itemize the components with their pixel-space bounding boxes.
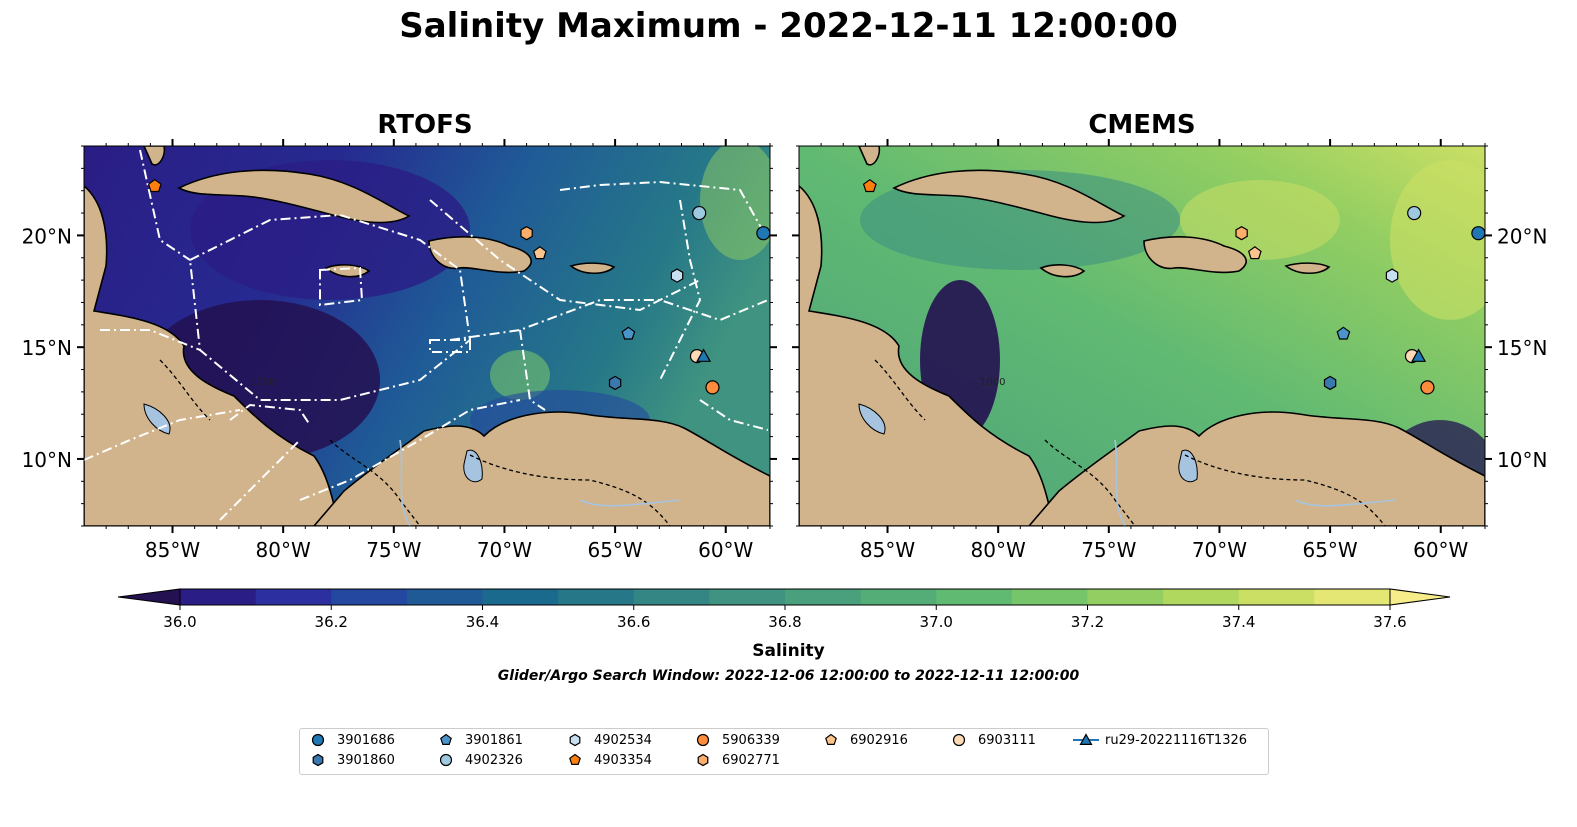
colorbar-tick-label: 37.0 <box>920 613 953 630</box>
lon-tick-label: 70°W <box>1192 538 1247 562</box>
obs-marker-5906339 <box>1420 380 1435 395</box>
colorbar-tick-label: 36.2 <box>315 613 348 630</box>
lon-tick-label: 65°W <box>587 538 642 562</box>
obs-marker-6902916 <box>1247 246 1262 260</box>
isobath-label: 1000 <box>250 377 275 388</box>
legend-label: 6902771 <box>722 752 780 768</box>
colorbar-tick-label: 36.0 <box>163 613 196 630</box>
legend-item-ru29-20221116T1326: ru29-20221116T1326 <box>1073 732 1247 748</box>
obs-marker-6902771 <box>1235 226 1248 241</box>
obs-marker-3901861 <box>621 326 636 340</box>
cmems-map: 1000 <box>798 145 1486 527</box>
legend-marker-icon <box>440 733 452 745</box>
obs-marker-3901860 <box>608 375 622 391</box>
lon-tick-label: 60°W <box>1413 538 1468 562</box>
obs-marker-4902534 <box>670 268 684 283</box>
legend-marker-icon <box>696 733 710 747</box>
legend-label: 4902326 <box>465 752 523 768</box>
legend-item-3901861: 3901861 <box>433 732 523 748</box>
obs-marker-4902534 <box>1385 268 1399 283</box>
obs-marker-3901861 <box>1336 326 1351 340</box>
rtofs-map: 1000 <box>83 145 771 527</box>
legend-marker-icon <box>439 753 453 767</box>
legend-item-4902326: 4902326 <box>433 752 523 768</box>
legend-label: 3901686 <box>337 732 395 748</box>
colorbar-label: Salinity <box>752 641 825 661</box>
legend-marker-icon <box>569 753 581 765</box>
colorbar-tick-label: 37.2 <box>1071 613 1104 630</box>
legend-label: 3901861 <box>465 732 523 748</box>
lon-tick-label: 75°W <box>1081 538 1136 562</box>
legend-marker-icon <box>312 753 324 767</box>
lon-tick-label: 80°W <box>971 538 1026 562</box>
legend-marker-icon <box>569 733 581 747</box>
legend-item-6903111: 6903111 <box>946 732 1036 748</box>
legend-item-6902771: 6902771 <box>690 752 780 768</box>
legend-label: 6902916 <box>850 732 908 748</box>
colorbar: 36.0 36.2 36.4 36.6 36.8 37.0 37.2 37.4 37.6 <box>117 588 1451 630</box>
obs-marker-6902771 <box>520 226 533 241</box>
legend-label: 4903354 <box>594 752 652 768</box>
legend: 3901686 3901860 3901861 4902326 4902534 49033… <box>299 728 1269 775</box>
panel-title-rtofs: RTOFS <box>377 110 473 140</box>
legend-marker-icon <box>825 733 837 745</box>
obs-marker-6902916 <box>532 246 547 260</box>
lon-tick-label: 80°W <box>256 538 311 562</box>
lat-tick-label: 20°N <box>1497 224 1547 248</box>
legend-label: 4902534 <box>594 732 652 748</box>
legend-label: ru29-20221116T1326 <box>1105 732 1248 748</box>
obs-marker-4902326 <box>692 205 707 221</box>
legend-item-3901860: 3901860 <box>305 752 395 768</box>
legend-item-6902916: 6902916 <box>818 732 908 748</box>
lon-tick-label: 85°W <box>860 538 915 562</box>
legend-item-4903354: 4903354 <box>562 752 652 768</box>
lat-tick-label: 10°N <box>1497 448 1547 472</box>
lon-tick-label: 85°W <box>145 538 200 562</box>
lat-tick-label: 20°N <box>22 224 72 248</box>
obs-marker-3901686 <box>756 226 771 241</box>
colorbar-tick-label: 36.4 <box>466 613 499 630</box>
obs-marker-3901686 <box>1471 226 1486 241</box>
obs-marker-4903354 <box>147 178 162 193</box>
obs-marker-ru29-20221116T1326 <box>696 348 712 362</box>
legend-item-4902534: 4902534 <box>562 732 652 748</box>
legend-marker-icon <box>952 733 966 747</box>
figure-title: Salinity Maximum - 2022-12-11 12:00:00 <box>399 6 1178 46</box>
colorbar-tick-label: 37.4 <box>1222 613 1255 630</box>
lon-tick-label: 65°W <box>1302 538 1357 562</box>
panel-title-cmems: CMEMS <box>1088 110 1196 140</box>
lon-tick-label: 70°W <box>477 538 532 562</box>
lat-tick-label: 10°N <box>22 448 72 472</box>
legend-item-5906339: 5906339 <box>690 732 780 748</box>
legend-label: 3901860 <box>337 752 395 768</box>
colorbar-tick-label: 36.8 <box>768 613 801 630</box>
obs-marker-ru29-20221116T1326 <box>1411 348 1427 362</box>
colorbar-tick-label: 37.6 <box>1373 613 1406 630</box>
legend-marker-icon <box>1073 733 1099 745</box>
colorbar-tick-label: 36.6 <box>617 613 650 630</box>
obs-marker-4903354 <box>862 178 877 193</box>
legend-marker-icon <box>697 753 709 767</box>
search-window-note: Glider/Argo Search Window: 2022-12-06 12… <box>497 668 1080 684</box>
legend-label: 6903111 <box>978 732 1036 748</box>
legend-item-3901686: 3901686 <box>305 732 395 748</box>
lat-tick-label: 15°N <box>1497 336 1547 360</box>
legend-label: 5906339 <box>722 732 780 748</box>
obs-marker-3901860 <box>1323 375 1337 391</box>
isobath-label: 1000 <box>980 377 1005 388</box>
lon-tick-label: 75°W <box>366 538 421 562</box>
lat-tick-label: 15°N <box>22 336 72 360</box>
map-panels: 1000 <box>22 139 1547 562</box>
legend-marker-icon <box>311 733 325 747</box>
obs-marker-4902326 <box>1407 205 1422 221</box>
lon-tick-label: 60°W <box>698 538 753 562</box>
obs-marker-5906339 <box>705 380 720 395</box>
